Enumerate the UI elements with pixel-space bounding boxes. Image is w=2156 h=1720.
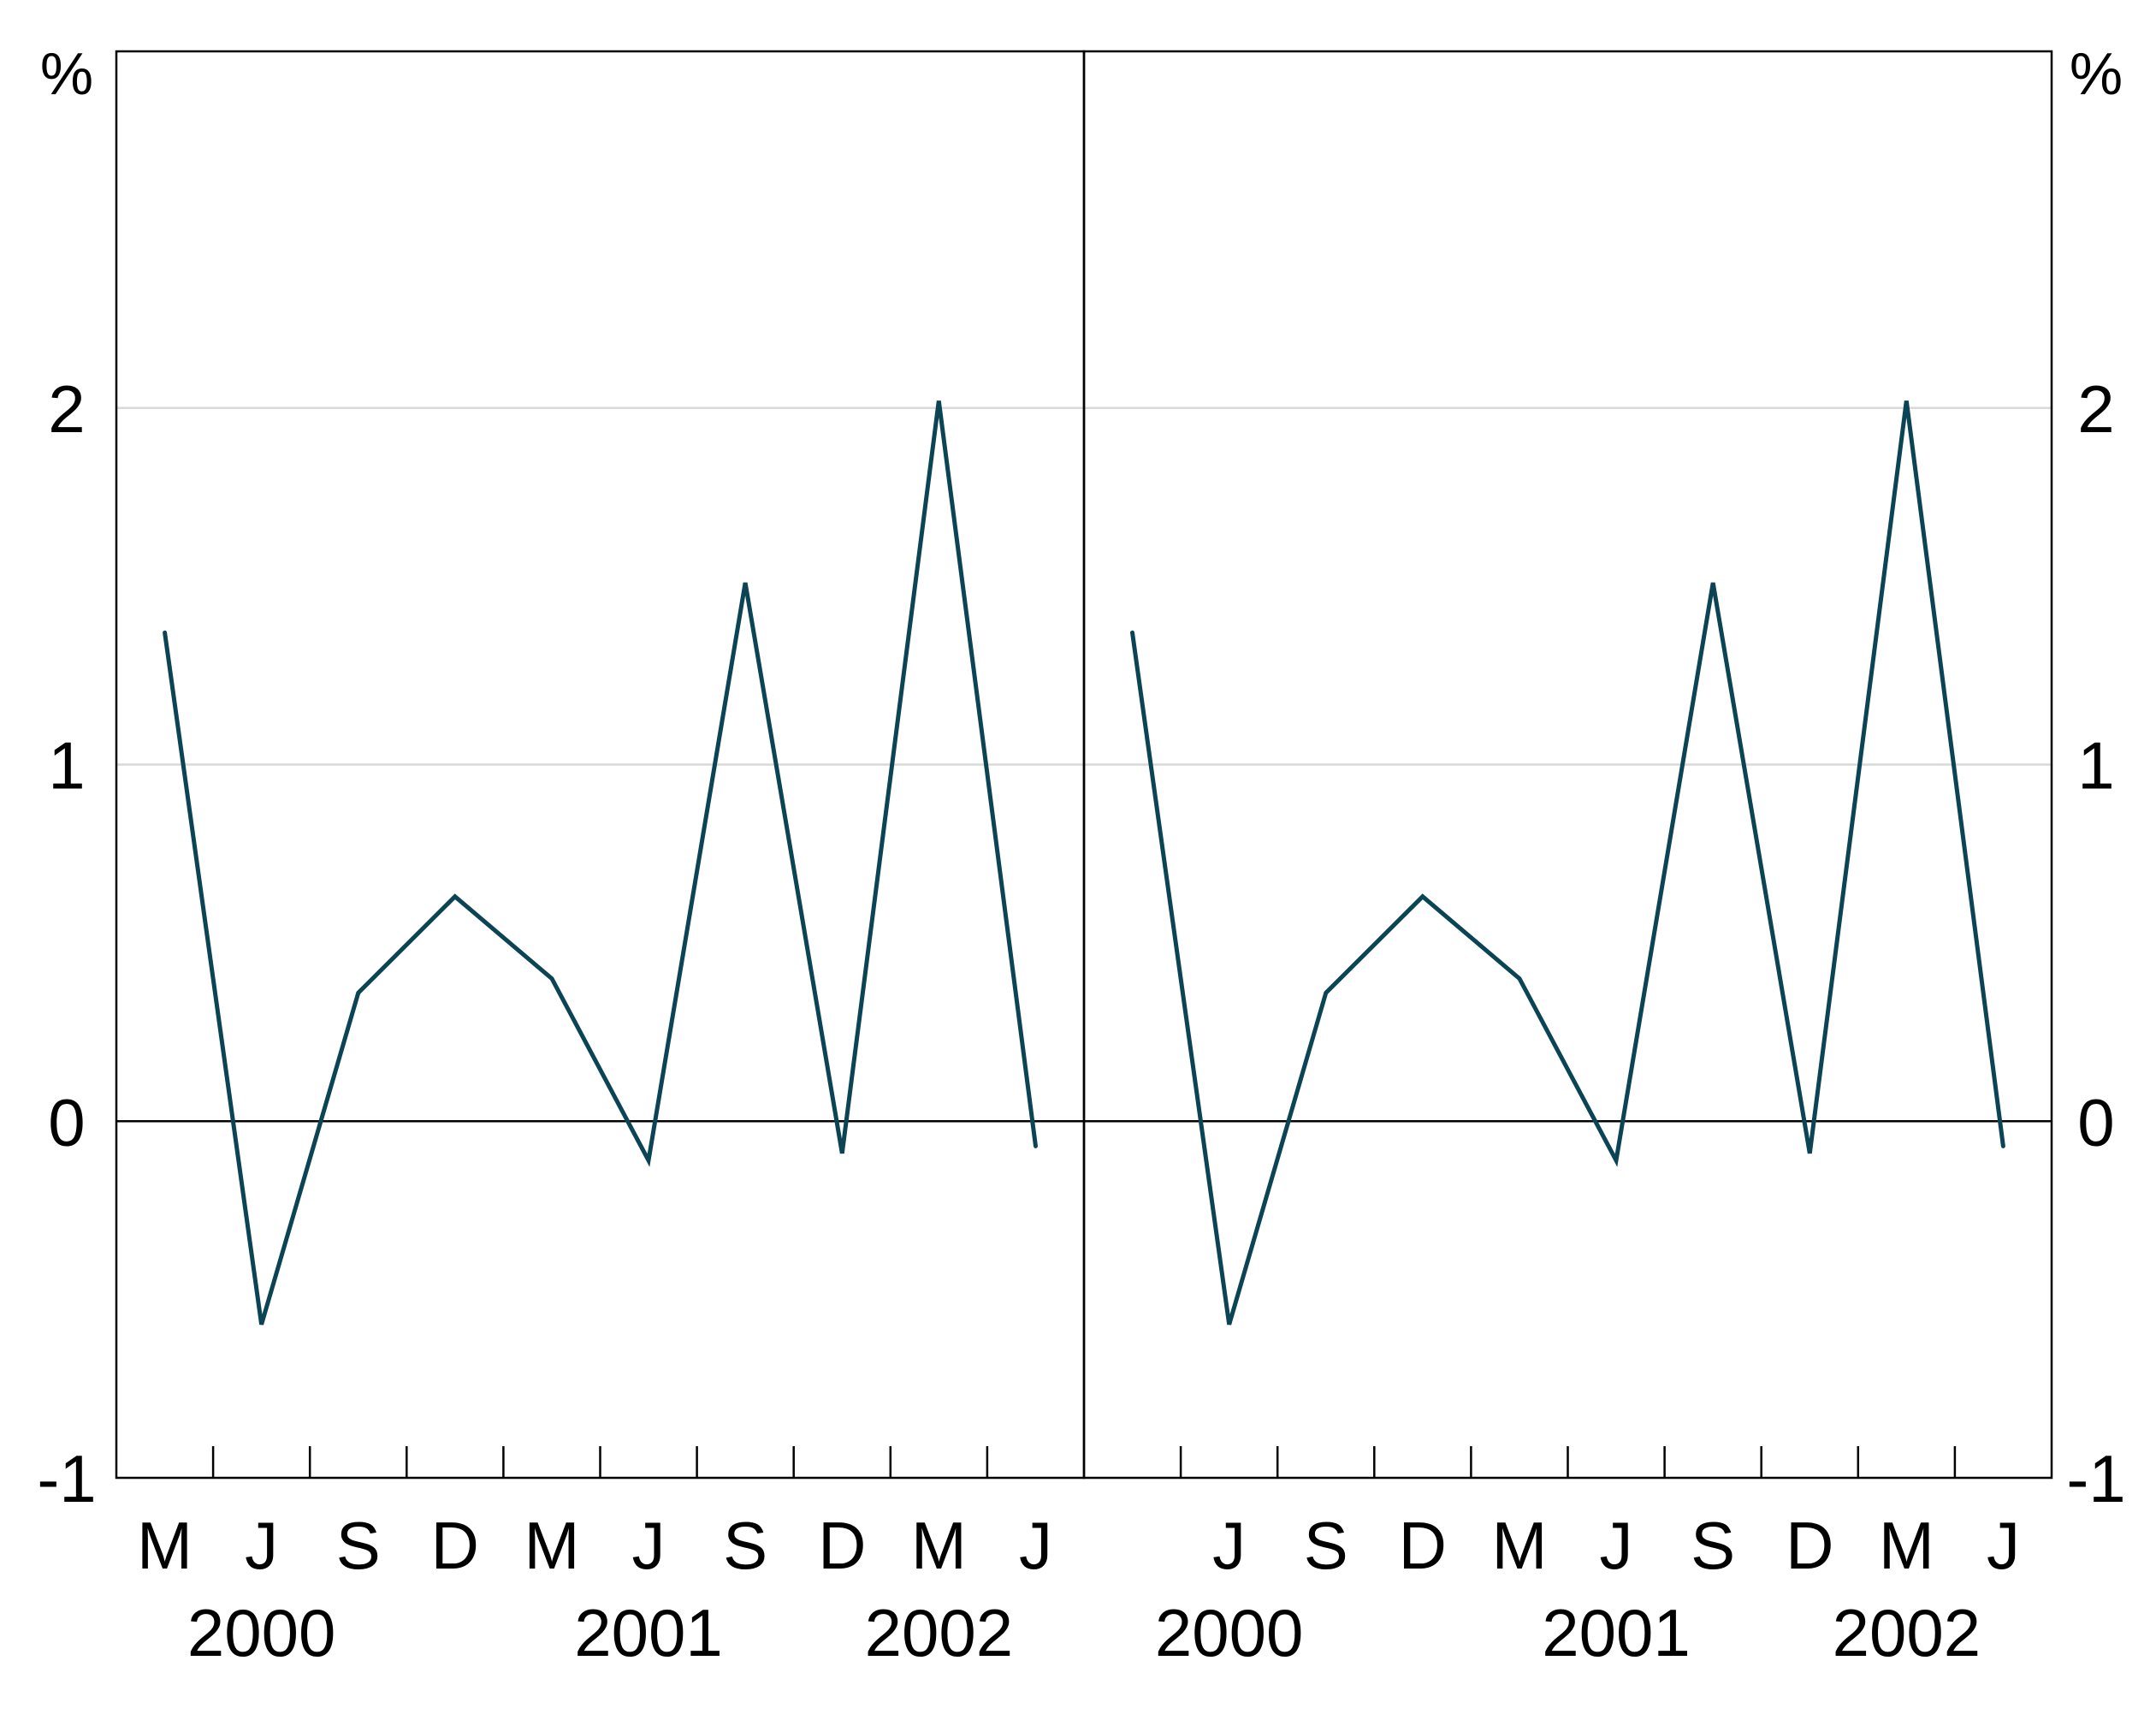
y-tick-label-left-2: 1 xyxy=(48,728,85,804)
x-tick-label-right-5: J xyxy=(1600,1508,1633,1583)
y-tick-label-right-2: 1 xyxy=(2077,728,2114,804)
x-tick-label-right-7: D xyxy=(1786,1508,1833,1583)
x-tick-label-left-8: M xyxy=(911,1508,967,1583)
x-tick-label-right-8: M xyxy=(1879,1508,1934,1583)
year-label-left-2001: 2001 xyxy=(574,1595,723,1670)
year-label-right-2001: 2001 xyxy=(1542,1595,1691,1670)
x-tick-label-left-9: J xyxy=(1019,1508,1052,1583)
x-tick-label-left-1: J xyxy=(245,1508,278,1583)
y-tick-label-right-3: 2 xyxy=(2077,371,2114,447)
y-tick-label-left-0: -1 xyxy=(37,1441,96,1516)
x-tick-label-left-2: S xyxy=(336,1508,381,1583)
x-tick-label-left-5: J xyxy=(632,1508,666,1583)
series-line-left xyxy=(165,400,1036,1324)
y-tick-label-left-3: 2 xyxy=(48,371,85,447)
x-tick-label-right-9: J xyxy=(1987,1508,2020,1583)
x-tick-label-left-4: M xyxy=(524,1508,579,1583)
x-tick-label-right-3: D xyxy=(1399,1508,1447,1583)
x-tick-label-left-0: M xyxy=(137,1508,192,1583)
year-label-left-2002: 2002 xyxy=(865,1595,1014,1670)
year-label-right-2002: 2002 xyxy=(1833,1595,1981,1670)
x-tick-label-right-2: S xyxy=(1304,1508,1348,1583)
x-tick-label-left-6: S xyxy=(723,1508,767,1583)
x-tick-label-left-7: D xyxy=(818,1508,866,1583)
y-tick-label-right-1: 0 xyxy=(2077,1084,2114,1160)
x-tick-label-right-4: M xyxy=(1491,1508,1547,1583)
x-tick-label-left-3: D xyxy=(431,1508,479,1583)
y-unit-label-left: % xyxy=(40,40,93,107)
y-unit-label-right: % xyxy=(2070,40,2123,107)
series-line-right xyxy=(1133,400,2004,1324)
year-label-right-2000: 2000 xyxy=(1155,1595,1304,1670)
y-tick-label-right-0: -1 xyxy=(2066,1441,2125,1516)
year-label-left-2000: 2000 xyxy=(187,1595,336,1670)
y-tick-label-left-1: 0 xyxy=(48,1084,85,1160)
x-tick-label-right-6: S xyxy=(1691,1508,1735,1583)
x-tick-label-right-1: J xyxy=(1212,1508,1246,1583)
